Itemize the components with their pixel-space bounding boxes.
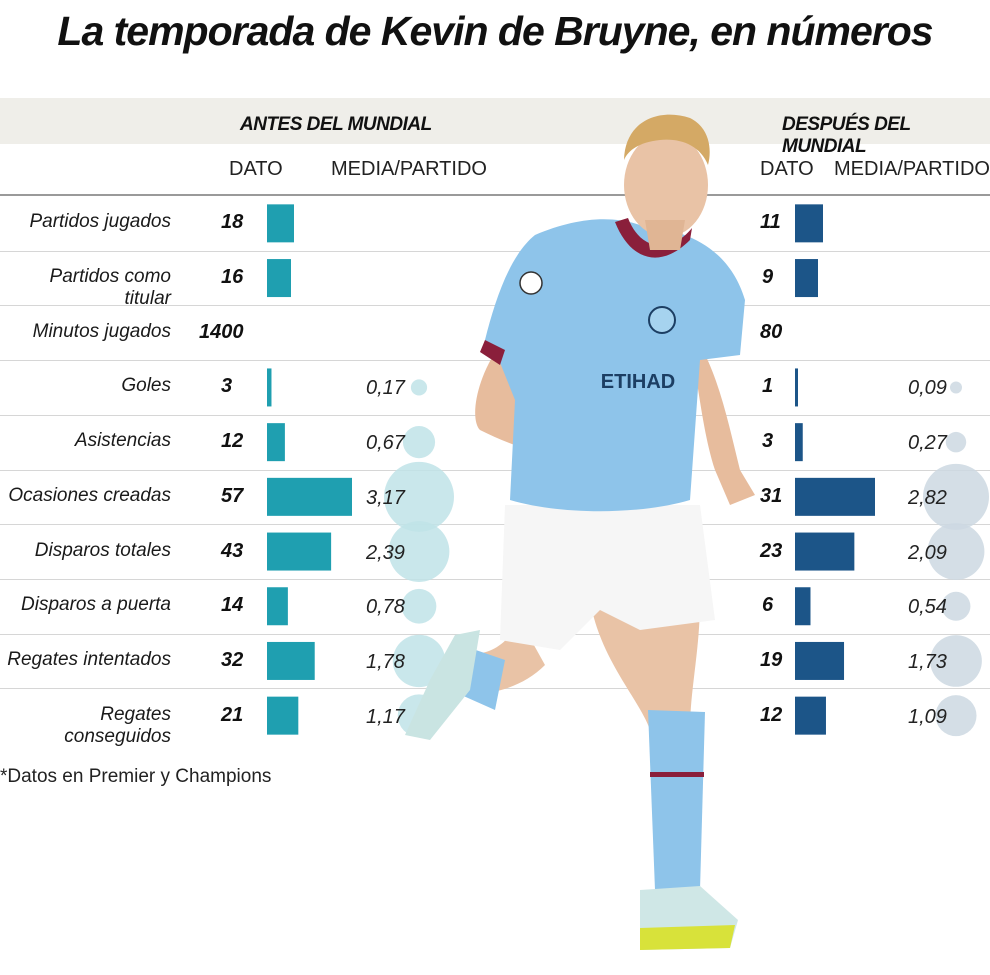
media-after: 1,09: [908, 705, 947, 728]
bar-before: [267, 587, 288, 626]
media-before: 0,78: [366, 596, 405, 619]
bar-before: [267, 641, 315, 680]
page-title: La temporada de Kevin de Bruyne, en núme…: [57, 8, 933, 54]
dato-before: 18: [221, 211, 244, 234]
circle-after: [950, 381, 962, 394]
dato-before: 14: [221, 594, 244, 617]
dato-before: 21: [221, 703, 244, 726]
dato-after: 11: [760, 211, 781, 234]
row-divider: [0, 578, 990, 580]
row-label: Partidos jugados: [29, 211, 171, 233]
column-header-media-before: MEDIA/PARTIDO: [331, 158, 487, 180]
row-label: Goles: [121, 375, 171, 397]
row-label: Asistencias: [74, 430, 171, 452]
dato-before: 1400: [199, 320, 244, 343]
svg-text:ETIHAD: ETIHAD: [601, 371, 675, 393]
footnote: *Datos en Premier y Champions: [0, 766, 272, 787]
dato-after: 19: [760, 648, 783, 671]
row-label: Partidos como titular: [49, 266, 171, 310]
column-header-media-after: MEDIA/PARTIDO: [834, 158, 990, 180]
row-divider: [0, 524, 990, 526]
media-before: 0,17: [366, 377, 405, 400]
bar-after: [795, 641, 845, 680]
media-after: 1,73: [908, 650, 947, 673]
column-header-dato-after: DATO: [760, 158, 814, 180]
bar-after: [795, 532, 855, 571]
header-divider: [0, 194, 990, 196]
row-label: Disparos totales: [34, 539, 171, 561]
dato-before: 32: [221, 648, 244, 671]
dato-after: 3: [762, 430, 774, 453]
media-after: 0,09: [908, 377, 947, 400]
circle-before: [402, 426, 436, 459]
circle-after: [930, 635, 982, 687]
bar-after: [795, 587, 811, 626]
media-after: 2,82: [908, 486, 947, 509]
dato-after: 1: [762, 375, 774, 398]
dato-after: 9: [762, 266, 774, 289]
circle-after: [935, 695, 977, 737]
dato-before: 12: [221, 430, 244, 453]
bar-before: [267, 423, 285, 462]
bar-after: [795, 423, 803, 462]
row-label: Minutos jugados: [32, 320, 171, 342]
bar-before: [267, 532, 332, 571]
media-before: 0,67: [366, 432, 405, 455]
circle-after: [922, 463, 990, 530]
circle-before: [401, 588, 437, 624]
bar-before: [267, 696, 299, 735]
bar-before: [267, 368, 272, 407]
row-label: Regates conseguidos: [64, 703, 171, 747]
dato-after: 6: [762, 594, 774, 617]
dato-after: 80: [760, 320, 783, 343]
media-after: 0,27: [908, 432, 947, 455]
media-before: 1,17: [366, 705, 405, 728]
circle-before: [384, 461, 454, 532]
dato-before: 43: [221, 539, 244, 562]
bar-after: [795, 368, 798, 407]
circle-after: [941, 591, 971, 621]
media-before: 3,17: [366, 486, 405, 509]
dato-before: 3: [221, 375, 233, 398]
row-label: Ocasiones creadas: [8, 484, 171, 506]
section-title-after: DESPUÉS DEL MUNDIAL: [782, 114, 911, 157]
dato-before: 16: [221, 266, 244, 289]
bar-before: [267, 204, 294, 243]
circle-before: [392, 634, 446, 688]
dato-before: 57: [221, 484, 244, 507]
row-label: Regates intentados: [7, 648, 171, 670]
dato-after: 23: [760, 539, 783, 562]
row-divider: [0, 250, 990, 252]
bar-after: [795, 259, 818, 298]
media-after: 0,54: [908, 596, 947, 619]
media-before: 1,78: [366, 650, 405, 673]
bar-after: [795, 696, 826, 735]
circle-before: [410, 379, 428, 396]
circle-before: [388, 521, 450, 582]
circle-after: [945, 431, 967, 453]
column-header-dato-before: DATO: [229, 158, 283, 180]
section-title-before: ANTES DEL MUNDIAL: [240, 114, 432, 135]
media-before: 2,39: [366, 541, 405, 564]
circle-after: [927, 523, 985, 580]
row-divider: [0, 633, 990, 635]
dato-after: 12: [760, 703, 783, 726]
bar-before: [267, 259, 291, 298]
header-band: [0, 98, 990, 144]
row-label: Disparos a puerta: [21, 594, 171, 616]
media-after: 2,09: [908, 541, 947, 564]
bar-after: [795, 477, 875, 516]
dato-after: 31: [760, 484, 783, 507]
bar-before: [267, 477, 352, 516]
row-divider: [0, 469, 990, 471]
bar-after: [795, 204, 823, 243]
